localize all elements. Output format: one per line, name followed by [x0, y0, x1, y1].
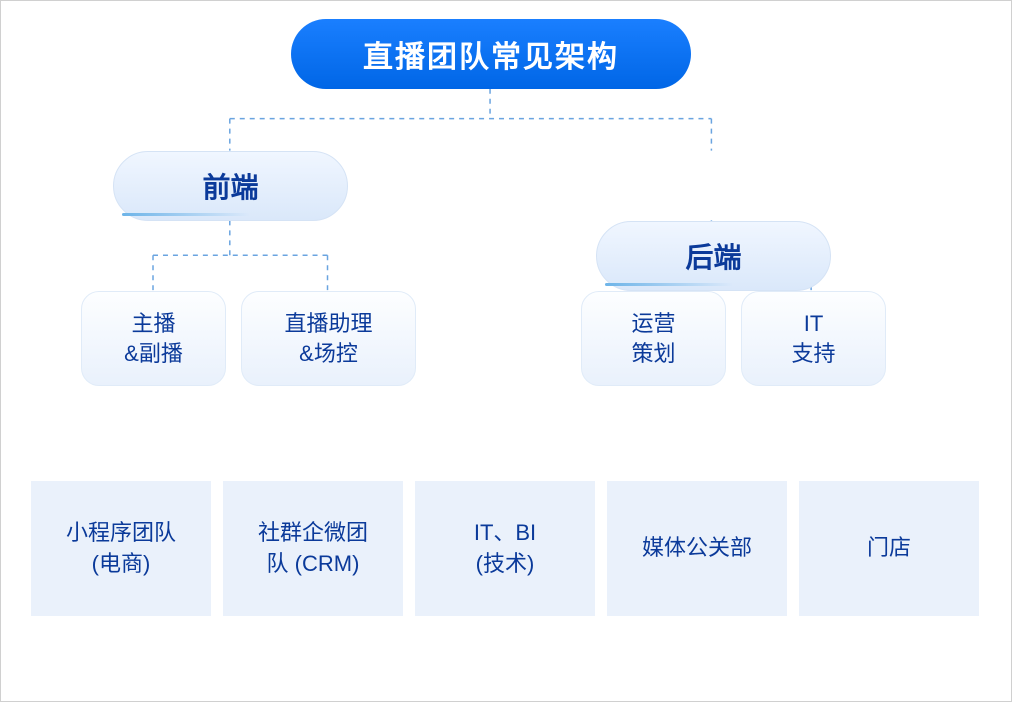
- leaf-anchor: 主播 &副播: [81, 291, 226, 386]
- org-chart-container: 直播团队常见架构 前端 后端 主播 &副播 直播助理 &场控 运营 策划 IT …: [0, 0, 1012, 702]
- bottom-tech-label: IT、BI (技术): [474, 518, 536, 580]
- root-node: 直播团队常见架构: [291, 19, 691, 89]
- bottom-store: 门店: [799, 481, 979, 616]
- leaf-ops: 运营 策划: [581, 291, 726, 386]
- bottom-crm: 社群企微团 队 (CRM): [223, 481, 403, 616]
- bottom-miniapp: 小程序团队 (电商): [31, 481, 211, 616]
- bottom-tech: IT、BI (技术): [415, 481, 595, 616]
- branch-backend: 后端: [596, 221, 831, 291]
- bottom-crm-label: 社群企微团 队 (CRM): [258, 518, 368, 580]
- bottom-miniapp-label: 小程序团队 (电商): [66, 518, 176, 580]
- bottom-pr: 媒体公关部: [607, 481, 787, 616]
- branch-frontend: 前端: [113, 151, 348, 221]
- leaf-it-label: IT 支持: [791, 309, 835, 368]
- bottom-store-label: 门店: [867, 533, 911, 564]
- branch-backend-label: 后端: [685, 236, 741, 276]
- root-label: 直播团队常见架构: [363, 32, 619, 76]
- bottom-pr-label: 媒体公关部: [642, 533, 752, 564]
- leaf-assistant: 直播助理 &场控: [241, 291, 416, 386]
- leaf-ops-label: 运营 策划: [631, 309, 675, 368]
- leaf-anchor-label: 主播 &副播: [124, 309, 183, 368]
- branch-frontend-label: 前端: [202, 166, 258, 206]
- leaf-assistant-label: 直播助理 &场控: [284, 309, 372, 368]
- leaf-it: IT 支持: [741, 291, 886, 386]
